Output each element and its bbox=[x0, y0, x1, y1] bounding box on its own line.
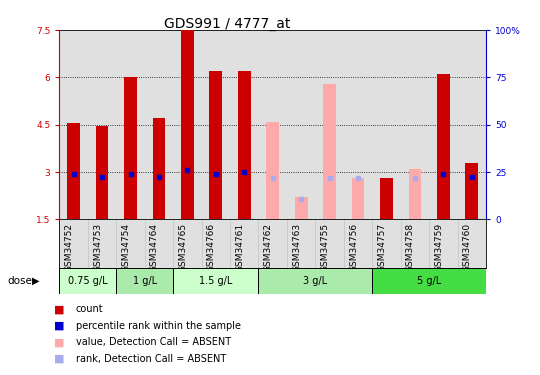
Bar bbox=[344, 30, 372, 219]
Bar bbox=[88, 30, 116, 219]
Text: rank, Detection Call = ABSENT: rank, Detection Call = ABSENT bbox=[76, 354, 226, 364]
Bar bbox=[145, 30, 173, 219]
Text: GSM34754: GSM34754 bbox=[122, 223, 131, 272]
Text: ■: ■ bbox=[54, 321, 64, 331]
Text: GSM34756: GSM34756 bbox=[349, 223, 358, 272]
Bar bbox=[372, 268, 486, 294]
Bar bbox=[372, 30, 401, 219]
Bar bbox=[230, 30, 259, 219]
Text: ■: ■ bbox=[54, 354, 64, 364]
Text: count: count bbox=[76, 304, 103, 314]
Bar bbox=[429, 30, 457, 219]
Text: GSM34766: GSM34766 bbox=[207, 223, 216, 272]
Text: GSM34761: GSM34761 bbox=[235, 223, 244, 272]
Bar bbox=[295, 197, 308, 219]
Bar bbox=[323, 84, 336, 219]
Bar bbox=[315, 30, 344, 219]
Bar bbox=[116, 268, 173, 294]
Text: 0.75 g/L: 0.75 g/L bbox=[68, 276, 107, 286]
Text: GSM34762: GSM34762 bbox=[264, 223, 273, 272]
Text: GSM34752: GSM34752 bbox=[65, 223, 73, 272]
Text: ■: ■ bbox=[54, 304, 64, 314]
Text: GSM34763: GSM34763 bbox=[292, 223, 301, 272]
Bar bbox=[287, 30, 315, 219]
Text: percentile rank within the sample: percentile rank within the sample bbox=[76, 321, 241, 331]
Bar bbox=[59, 268, 116, 294]
Text: 1 g/L: 1 g/L bbox=[133, 276, 157, 286]
Text: GSM34765: GSM34765 bbox=[178, 223, 187, 272]
Bar bbox=[59, 30, 88, 219]
Text: GSM34760: GSM34760 bbox=[463, 223, 472, 272]
Bar bbox=[116, 30, 145, 219]
Text: GSM34758: GSM34758 bbox=[406, 223, 415, 272]
Bar bbox=[210, 71, 222, 219]
Bar bbox=[266, 122, 279, 219]
Bar bbox=[457, 30, 486, 219]
Bar bbox=[173, 268, 259, 294]
Bar bbox=[152, 118, 165, 219]
Text: 5 g/L: 5 g/L bbox=[417, 276, 441, 286]
Bar bbox=[67, 123, 80, 219]
Text: GSM34759: GSM34759 bbox=[434, 223, 443, 272]
Bar bbox=[408, 169, 421, 219]
Text: ■: ■ bbox=[54, 338, 64, 347]
Bar bbox=[401, 30, 429, 219]
Bar bbox=[96, 126, 109, 219]
Bar bbox=[181, 30, 194, 219]
Bar bbox=[124, 77, 137, 219]
Bar bbox=[201, 30, 230, 219]
Bar bbox=[238, 71, 251, 219]
Text: GDS991 / 4777_at: GDS991 / 4777_at bbox=[164, 17, 290, 31]
Text: GSM34753: GSM34753 bbox=[93, 223, 102, 272]
Bar bbox=[380, 178, 393, 219]
Text: value, Detection Call = ABSENT: value, Detection Call = ABSENT bbox=[76, 338, 231, 347]
Text: GSM34755: GSM34755 bbox=[321, 223, 329, 272]
Bar bbox=[437, 74, 450, 219]
Text: GSM34757: GSM34757 bbox=[377, 223, 387, 272]
Bar bbox=[465, 163, 478, 219]
Bar bbox=[259, 30, 287, 219]
Text: ▶: ▶ bbox=[32, 276, 40, 285]
Text: 1.5 g/L: 1.5 g/L bbox=[199, 276, 233, 286]
Bar bbox=[352, 178, 365, 219]
Text: 3 g/L: 3 g/L bbox=[303, 276, 327, 286]
Bar bbox=[259, 268, 372, 294]
Text: dose: dose bbox=[7, 276, 32, 285]
Bar bbox=[173, 30, 201, 219]
Text: GSM34764: GSM34764 bbox=[150, 223, 159, 272]
